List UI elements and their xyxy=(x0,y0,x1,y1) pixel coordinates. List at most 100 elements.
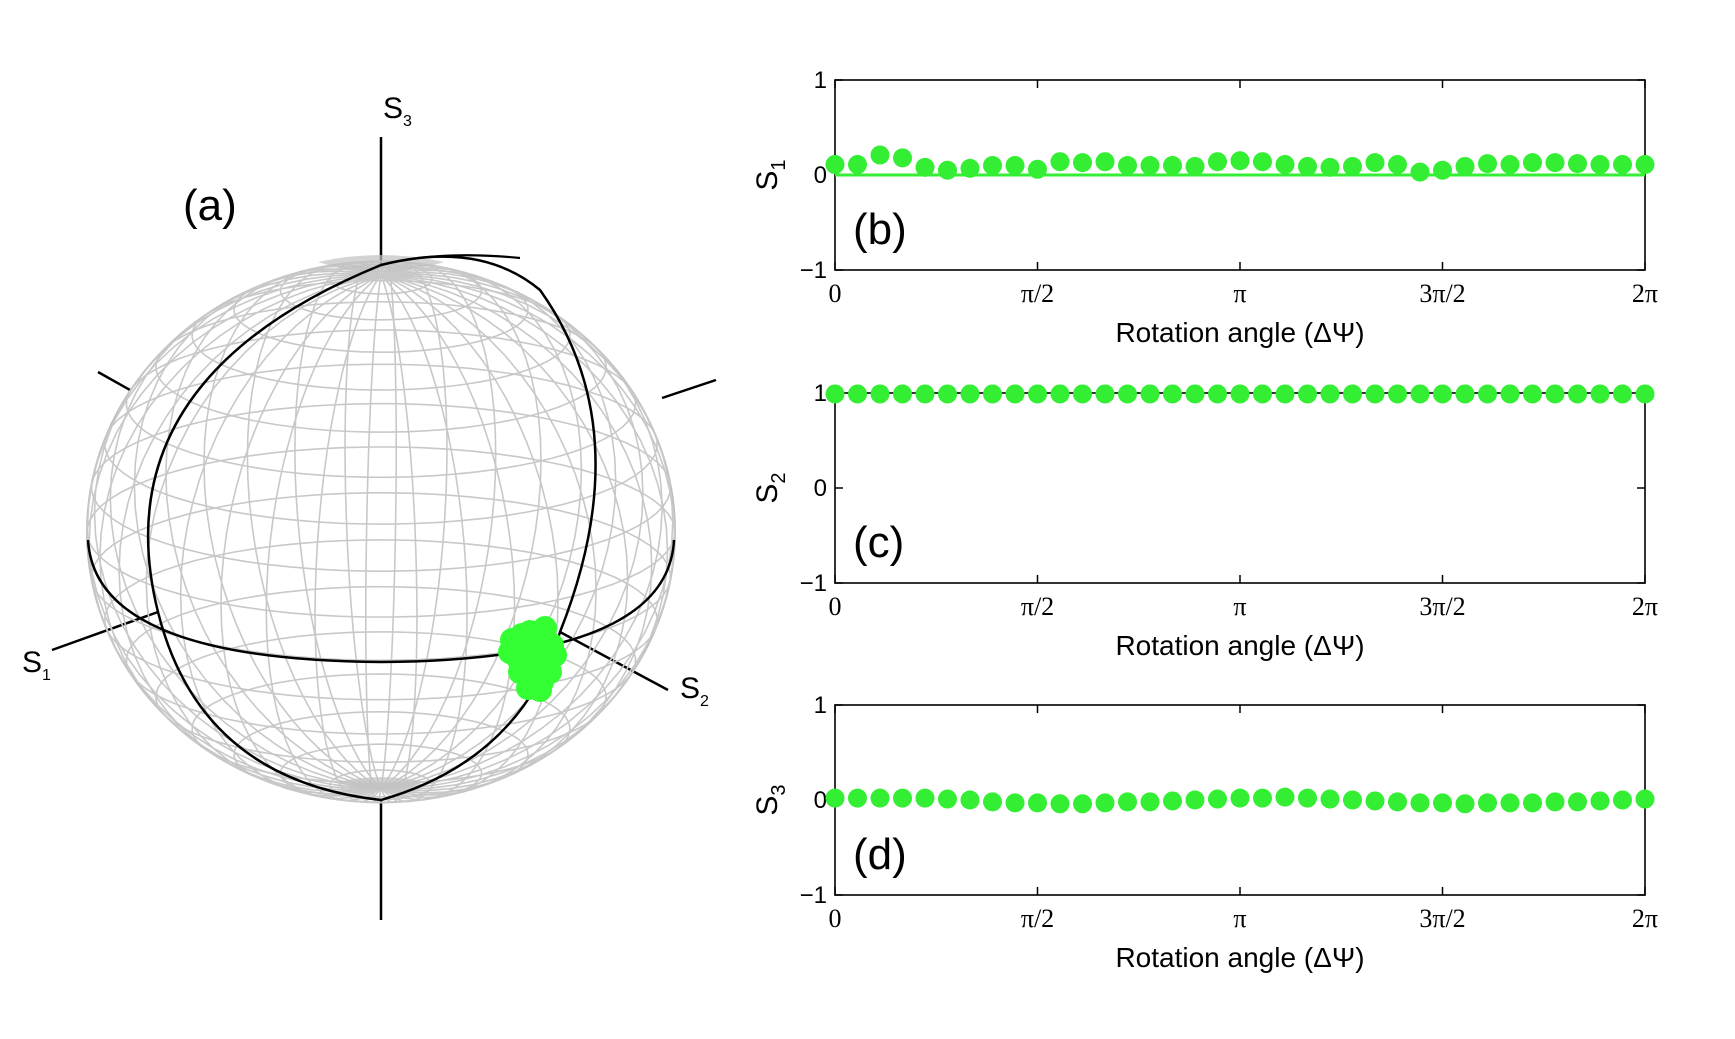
x-tick-label: π/2 xyxy=(1021,592,1054,621)
panel-a-label: (a) xyxy=(183,181,237,230)
data-point xyxy=(938,789,957,809)
y-tick-label: −1 xyxy=(800,882,827,909)
y-tick-label: 1 xyxy=(814,692,827,719)
data-point xyxy=(1410,793,1430,813)
data-point xyxy=(1005,156,1025,175)
data-point xyxy=(1298,384,1317,404)
data-point xyxy=(1455,794,1475,814)
s3-axis-label: S3 xyxy=(383,92,412,130)
data-point xyxy=(1545,384,1565,404)
polarization-state-cluster xyxy=(498,616,567,702)
sphere-longitude-line xyxy=(380,260,397,789)
x-tick-label: 0 xyxy=(829,592,842,621)
data-point xyxy=(1365,153,1385,173)
data-point xyxy=(893,148,912,168)
data-point xyxy=(1140,156,1160,175)
data-point xyxy=(1050,794,1070,814)
data-point xyxy=(1073,794,1092,814)
data-point xyxy=(1230,788,1250,808)
sphere-longitude-line xyxy=(145,274,382,795)
data-point xyxy=(1230,151,1250,171)
y-tick-label: −1 xyxy=(800,570,827,597)
cluster-point xyxy=(538,660,562,684)
data-point xyxy=(1410,162,1430,182)
panel-label: (d) xyxy=(853,830,907,879)
data-point xyxy=(1298,788,1317,808)
sphere-longitude-line xyxy=(220,274,382,800)
data-point xyxy=(1050,384,1070,404)
data-point xyxy=(983,156,1002,175)
data-point xyxy=(1500,155,1520,175)
data-point xyxy=(848,384,867,404)
data-point xyxy=(1028,793,1047,813)
data-point xyxy=(960,158,980,178)
data-point xyxy=(1185,156,1205,176)
s2-axis-label: S2 xyxy=(680,672,709,710)
cluster-point xyxy=(533,616,557,640)
data-point xyxy=(825,788,845,808)
data-point xyxy=(1028,159,1047,179)
x-tick-label: 2π xyxy=(1632,592,1658,621)
s1-axis-label: S1 xyxy=(22,646,51,684)
x-tick-label: π/2 xyxy=(1021,904,1054,933)
data-point xyxy=(1478,154,1497,174)
data-point xyxy=(870,788,890,808)
data-point xyxy=(1545,792,1565,812)
y-tick-label: 0 xyxy=(814,162,827,189)
y-axis-label: S3 xyxy=(751,784,790,815)
y-tick-label: −1 xyxy=(800,257,827,284)
data-point xyxy=(1388,384,1407,404)
data-point xyxy=(1163,384,1182,404)
data-point xyxy=(1343,384,1362,404)
x-tick-label: 0 xyxy=(829,279,842,308)
meridian-right xyxy=(380,255,597,802)
sphere-longitude-line xyxy=(246,263,382,790)
sphere-longitude-line xyxy=(179,274,382,797)
data-point xyxy=(1613,790,1632,810)
data-point xyxy=(1118,384,1137,404)
sphere-longitude-line xyxy=(265,274,382,802)
data-point xyxy=(1568,384,1587,404)
x-tick-label: 3π/2 xyxy=(1419,904,1465,933)
data-point xyxy=(1118,792,1137,812)
sphere-wireframe xyxy=(86,260,676,804)
cluster-point xyxy=(498,640,522,664)
data-point xyxy=(1343,790,1362,810)
sphere-longitude-line xyxy=(365,275,382,804)
y-axis-label: S2 xyxy=(751,472,790,503)
y-tick-label: 0 xyxy=(814,787,827,814)
data-point xyxy=(1208,384,1227,404)
data-point xyxy=(1163,156,1182,175)
sphere-longitude-line xyxy=(133,270,382,790)
sphere-longitude-line xyxy=(380,274,559,799)
data-point xyxy=(1635,789,1655,809)
data-point xyxy=(1208,789,1227,809)
data-point xyxy=(915,788,935,808)
panel-label: (b) xyxy=(853,205,907,254)
data-point xyxy=(870,145,890,165)
sphere-longitude-line xyxy=(99,274,382,791)
sphere-longitude-line xyxy=(294,262,382,790)
data-point xyxy=(1523,384,1542,404)
sphere-longitude-line xyxy=(380,264,542,790)
data-point xyxy=(1050,152,1070,172)
data-point xyxy=(1275,787,1295,807)
data-point xyxy=(1365,384,1385,404)
s2-axis-back xyxy=(97,370,131,392)
data-point xyxy=(1635,384,1655,404)
sphere-longitude-line xyxy=(380,274,669,791)
data-point xyxy=(1298,156,1317,176)
data-point xyxy=(1568,154,1587,174)
data-point xyxy=(1253,788,1272,808)
data-point xyxy=(1253,384,1272,404)
sphere-longitude-line xyxy=(380,262,497,790)
data-point xyxy=(825,384,845,404)
data-point xyxy=(1275,384,1295,404)
data-point xyxy=(1433,793,1452,813)
data-point xyxy=(1478,384,1497,404)
plot-frame xyxy=(834,392,1646,584)
y-axis-label: S1 xyxy=(751,159,790,190)
data-point xyxy=(1005,384,1025,404)
sphere-longitude-line xyxy=(380,274,468,802)
